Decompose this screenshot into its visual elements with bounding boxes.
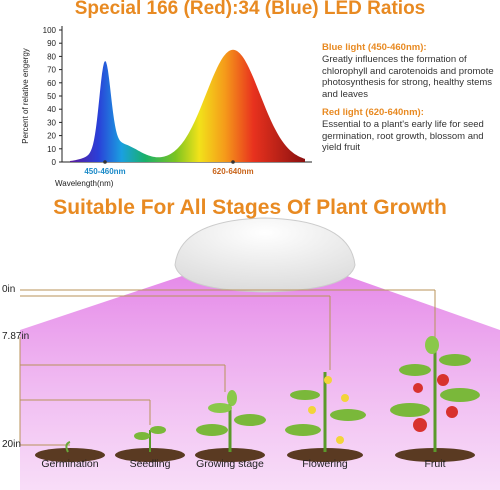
lamp xyxy=(174,217,356,293)
height-label: 7.87in xyxy=(2,331,30,342)
x-axis-label: Wavelength(nm) xyxy=(55,179,114,188)
y-tick-label: 10 xyxy=(47,145,56,154)
y-tick-label: 100 xyxy=(43,26,57,35)
subtitle: Suitable For All Stages Of Plant Growth xyxy=(53,196,447,219)
peak-marker xyxy=(231,160,235,164)
stage-label: Seedling xyxy=(129,458,171,470)
stage-label: Flowering xyxy=(302,458,348,470)
blue-heading: Blue light (450-460nm): xyxy=(322,42,427,53)
y-axis-label: Percent of relative engergy xyxy=(21,48,30,144)
stage-label: Growing stage xyxy=(196,458,264,470)
peak-label: 620-640nm xyxy=(212,167,253,176)
y-tick-label: 20 xyxy=(47,132,56,141)
height-lines xyxy=(19,289,436,446)
peak-marker xyxy=(103,160,107,164)
stage-label: Fruit xyxy=(424,458,446,470)
y-tick-label: 90 xyxy=(47,39,56,48)
plants xyxy=(35,336,480,462)
y-tick-label: 80 xyxy=(47,52,56,61)
red-text: Essential to a plant's early life for se… xyxy=(322,119,484,153)
height-label: 20in xyxy=(2,439,21,450)
spectrum-curve xyxy=(70,49,305,162)
blue-text: Greatly influences the formation of chlo… xyxy=(322,54,494,100)
title: Special 166 (Red):34 (Blue) LED Ratios xyxy=(74,0,426,19)
red-heading: Red light (620-640nm): xyxy=(322,107,424,118)
peak-label: 450-460nm xyxy=(84,167,125,176)
height-label: 0in xyxy=(2,284,16,295)
y-tick-label: 70 xyxy=(47,66,56,75)
y-tick-label: 50 xyxy=(47,92,56,101)
y-tick-label: 40 xyxy=(47,105,56,114)
y-tick-label: 0 xyxy=(52,158,57,167)
y-tick-label: 30 xyxy=(47,118,56,127)
y-tick-label: 60 xyxy=(47,79,56,88)
stage-label: Germination xyxy=(41,458,99,470)
